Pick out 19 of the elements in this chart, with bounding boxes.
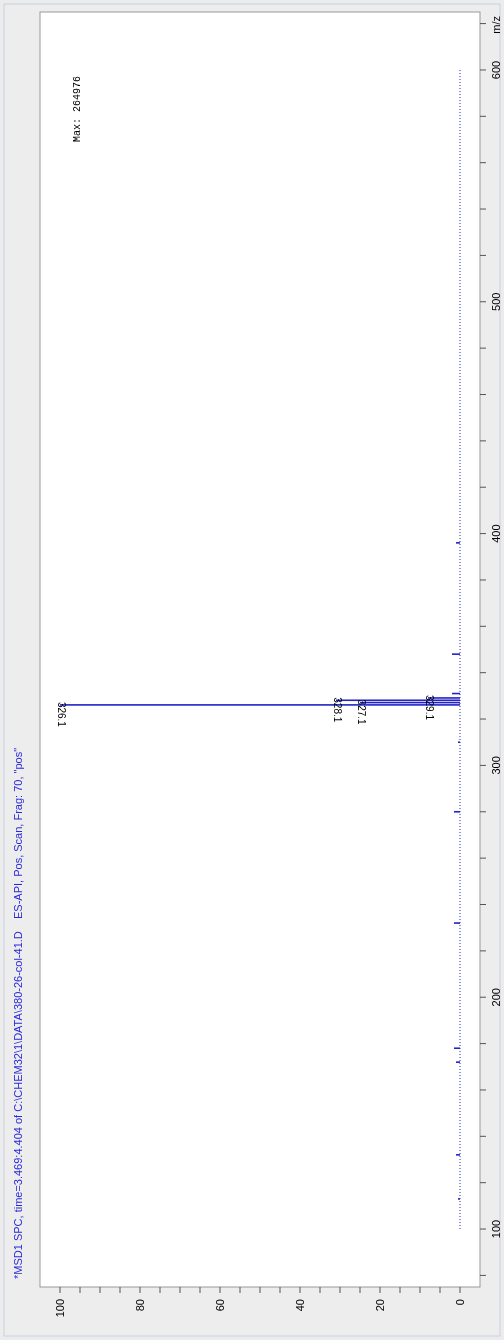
annotation: 327.1 — [356, 699, 367, 726]
y-tick-label: 600 — [489, 60, 502, 80]
x-tick-label: 40 — [293, 1299, 306, 1312]
y-tick-label: 100 — [489, 1219, 502, 1239]
x-tick-label: 60 — [213, 1299, 226, 1312]
y-tick-label: 400 — [489, 524, 502, 543]
annotation: Max: 264976 — [72, 75, 83, 142]
text: *MSD1 SPC, time=3.469:4.404 of C:\CHEM32\1\DATA\380-26-col-41.D ES-API, Pos, Scan, Frag: 70, "pos" — [12, 747, 24, 1279]
y-axis-title: m/z — [489, 16, 502, 34]
annotation: 328.1 — [332, 697, 343, 723]
x-tick-label: 100 — [53, 1299, 66, 1318]
x-tick-label: 0 — [453, 1299, 466, 1306]
y-tick-label: 200 — [489, 988, 502, 1007]
y-tick-label: 300 — [489, 756, 502, 775]
x-tick-label: 20 — [373, 1299, 386, 1312]
x-tick-label: 80 — [133, 1299, 146, 1312]
annotation: 329.1 — [424, 694, 435, 721]
y-tick-label: 500 — [489, 292, 502, 311]
annotation: 326.1 — [56, 701, 67, 728]
